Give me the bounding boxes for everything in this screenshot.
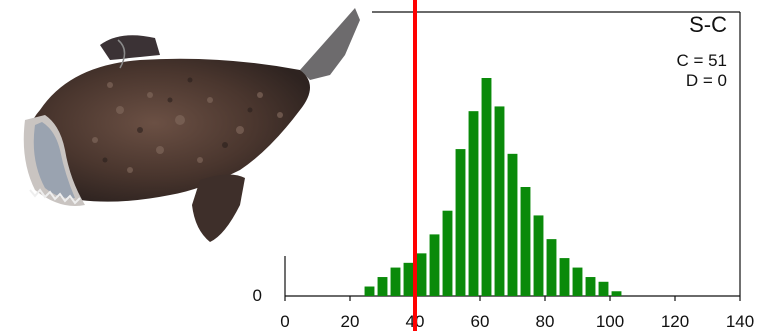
fish-mouth-inner bbox=[33, 122, 75, 199]
dorsal-fin bbox=[100, 35, 160, 60]
annotation-c-value: C = 51 bbox=[676, 51, 727, 70]
skin-dark-spots bbox=[102, 77, 253, 163]
histogram-bar bbox=[364, 286, 375, 296]
x-tick-label: 120 bbox=[661, 312, 689, 331]
tail-fin bbox=[300, 8, 360, 80]
panel-title: S-C bbox=[689, 12, 727, 37]
histogram-bar bbox=[585, 277, 596, 296]
x-tick-label: 140 bbox=[726, 312, 754, 331]
x-tick-label: 80 bbox=[536, 312, 555, 331]
histogram-bar bbox=[481, 78, 492, 296]
histogram-bar bbox=[429, 234, 440, 296]
histogram-bars bbox=[364, 78, 622, 297]
y-tick-label: 0 bbox=[253, 286, 262, 305]
x-tick-label: 0 bbox=[280, 312, 289, 331]
histogram-bar bbox=[507, 153, 518, 296]
lure-stalk bbox=[117, 39, 126, 69]
annotation-d-value: D = 0 bbox=[686, 71, 727, 90]
pectoral-fin bbox=[192, 174, 245, 242]
histogram-bar bbox=[468, 111, 479, 296]
histogram-bar bbox=[546, 239, 557, 296]
fish-body bbox=[26, 58, 310, 202]
histogram-bar bbox=[494, 106, 505, 297]
histogram-bar bbox=[572, 267, 583, 296]
y-axis-ticks: 0 bbox=[253, 286, 262, 305]
x-tick-label: 100 bbox=[596, 312, 624, 331]
x-tick-label: 20 bbox=[341, 312, 360, 331]
histogram-bar bbox=[390, 267, 401, 296]
fish-teeth bbox=[29, 188, 81, 205]
histogram-bar bbox=[403, 262, 414, 296]
histogram-bar bbox=[377, 277, 388, 296]
histogram-bar bbox=[455, 149, 466, 296]
x-axis-ticks: 020406080100120140 bbox=[280, 296, 754, 331]
anglerfish-image bbox=[23, 8, 360, 242]
histogram-bar bbox=[442, 210, 453, 296]
panel-frame bbox=[372, 11, 741, 296]
histogram-bar bbox=[533, 215, 544, 296]
histogram-bar bbox=[520, 187, 531, 296]
skin-speckles bbox=[92, 82, 283, 173]
histogram-bar bbox=[598, 281, 609, 296]
histogram-bar bbox=[611, 291, 622, 296]
histogram-bar bbox=[559, 258, 570, 296]
histogram-bar bbox=[416, 253, 427, 296]
x-tick-label: 60 bbox=[471, 312, 490, 331]
